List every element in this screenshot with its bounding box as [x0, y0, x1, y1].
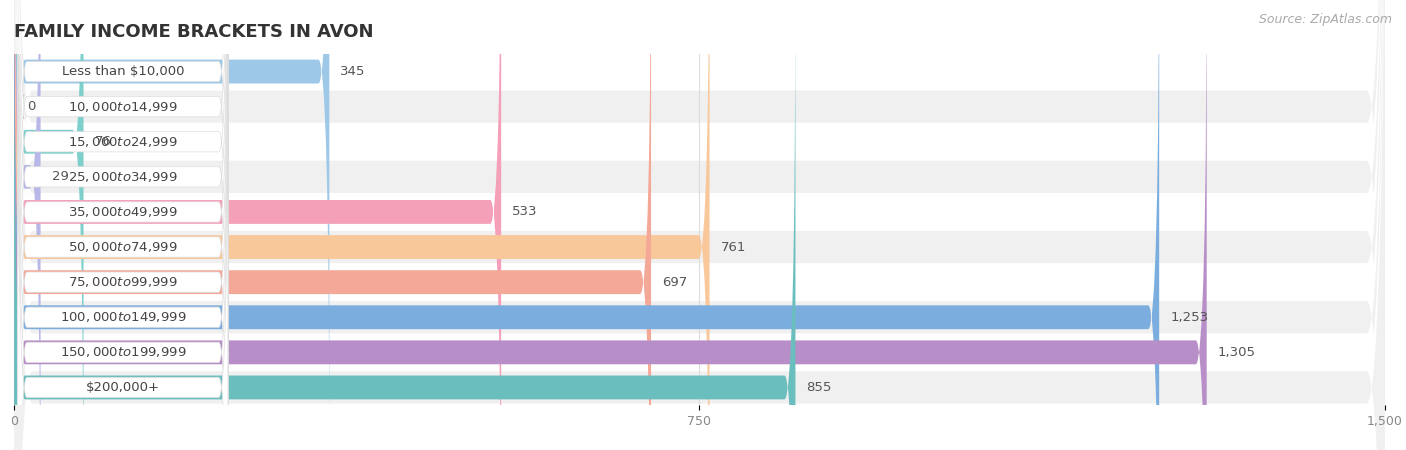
FancyBboxPatch shape	[14, 0, 1385, 450]
Text: Less than $10,000: Less than $10,000	[62, 65, 184, 78]
Text: $10,000 to $14,999: $10,000 to $14,999	[67, 99, 177, 114]
Text: $200,000+: $200,000+	[86, 381, 160, 394]
FancyBboxPatch shape	[18, 0, 228, 450]
FancyBboxPatch shape	[18, 0, 228, 450]
FancyBboxPatch shape	[14, 0, 1385, 450]
FancyBboxPatch shape	[14, 0, 1385, 450]
FancyBboxPatch shape	[18, 47, 228, 450]
FancyBboxPatch shape	[18, 0, 228, 450]
FancyBboxPatch shape	[14, 0, 1159, 450]
FancyBboxPatch shape	[14, 0, 41, 450]
Text: 345: 345	[340, 65, 366, 78]
Text: Source: ZipAtlas.com: Source: ZipAtlas.com	[1258, 14, 1392, 27]
FancyBboxPatch shape	[14, 0, 1385, 450]
Text: 761: 761	[720, 241, 745, 253]
Text: $50,000 to $74,999: $50,000 to $74,999	[67, 240, 177, 254]
Text: $15,000 to $24,999: $15,000 to $24,999	[67, 135, 177, 149]
FancyBboxPatch shape	[18, 0, 228, 450]
Text: 76: 76	[94, 135, 111, 148]
FancyBboxPatch shape	[14, 0, 796, 450]
FancyBboxPatch shape	[18, 0, 228, 412]
Text: 1,305: 1,305	[1218, 346, 1256, 359]
FancyBboxPatch shape	[14, 0, 1385, 450]
Text: 855: 855	[807, 381, 832, 394]
Text: $35,000 to $49,999: $35,000 to $49,999	[67, 205, 177, 219]
FancyBboxPatch shape	[14, 0, 329, 450]
FancyBboxPatch shape	[14, 0, 1385, 450]
FancyBboxPatch shape	[14, 0, 1385, 450]
Text: 1,253: 1,253	[1170, 311, 1208, 324]
FancyBboxPatch shape	[14, 0, 710, 450]
FancyBboxPatch shape	[14, 0, 1385, 450]
FancyBboxPatch shape	[14, 0, 1206, 450]
FancyBboxPatch shape	[14, 0, 651, 450]
FancyBboxPatch shape	[18, 12, 228, 450]
Text: $100,000 to $149,999: $100,000 to $149,999	[59, 310, 186, 324]
Text: 697: 697	[662, 276, 688, 288]
FancyBboxPatch shape	[18, 0, 228, 450]
Text: $25,000 to $34,999: $25,000 to $34,999	[67, 170, 177, 184]
Text: $75,000 to $99,999: $75,000 to $99,999	[67, 275, 177, 289]
Text: 0: 0	[27, 100, 35, 113]
FancyBboxPatch shape	[14, 0, 83, 450]
FancyBboxPatch shape	[10, 0, 25, 450]
Text: $150,000 to $199,999: $150,000 to $199,999	[59, 345, 186, 360]
Text: 29: 29	[52, 171, 69, 183]
Text: FAMILY INCOME BRACKETS IN AVON: FAMILY INCOME BRACKETS IN AVON	[14, 23, 374, 41]
Text: 533: 533	[512, 206, 537, 218]
FancyBboxPatch shape	[18, 0, 228, 450]
FancyBboxPatch shape	[14, 0, 1385, 450]
FancyBboxPatch shape	[14, 0, 1385, 450]
FancyBboxPatch shape	[14, 0, 501, 450]
FancyBboxPatch shape	[18, 0, 228, 447]
